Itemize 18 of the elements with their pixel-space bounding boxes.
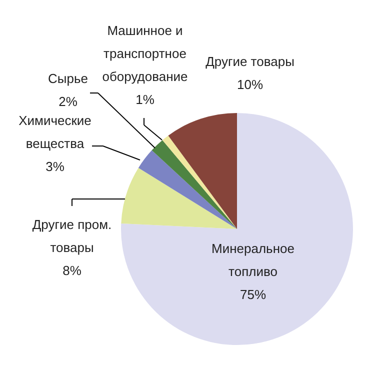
slice-label: Химические вещества — [18, 113, 92, 151]
pie-slice — [121, 113, 353, 345]
pie-slice — [162, 136, 237, 229]
data-label: 2% — [58, 94, 78, 109]
pie-slice — [121, 168, 237, 229]
data-label: 75% — [240, 287, 266, 302]
data-label: 8% — [62, 263, 82, 278]
data-label: 3% — [46, 159, 65, 174]
slice-label: Другие товары — [206, 54, 294, 69]
pie-slice — [168, 113, 237, 229]
slice-label: Минеральное топливо — [212, 241, 294, 279]
pie-slice — [138, 150, 237, 229]
data-label: 1% — [136, 92, 155, 107]
slice-label: Сырье — [48, 71, 88, 86]
slice-label: Машинное и транспортное оборудование — [102, 23, 188, 84]
slice-label: Другие пром. товары — [32, 217, 112, 255]
data-label: 10% — [236, 77, 264, 92]
pie-slice — [152, 140, 237, 229]
